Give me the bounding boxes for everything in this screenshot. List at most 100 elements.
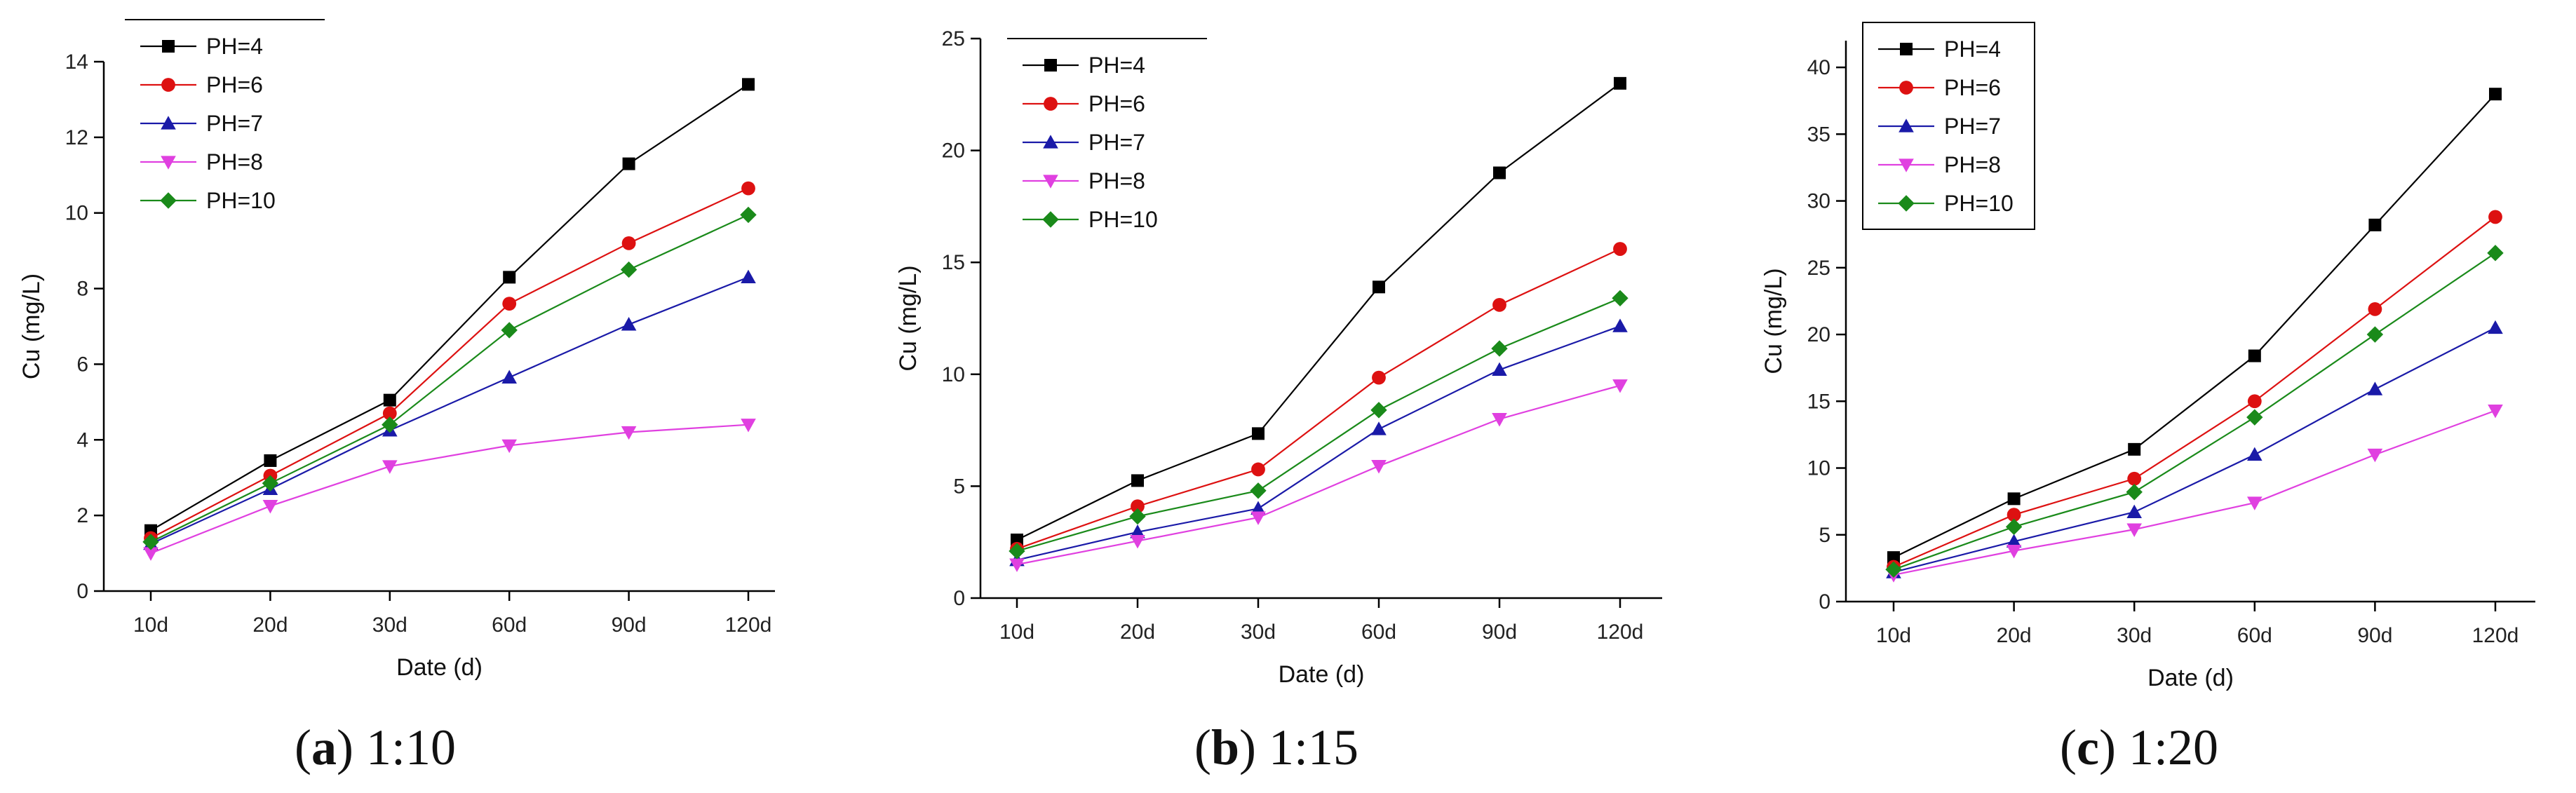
x-tick-label: 90d	[612, 614, 647, 637]
x-tick-label: 90d	[2357, 624, 2392, 647]
legend-label: PH=6	[1944, 75, 2001, 100]
data-point	[501, 322, 518, 339]
legend-marker	[1043, 135, 1058, 149]
legend-item: PH=8	[1023, 168, 1145, 194]
series-ph-4	[1887, 88, 2502, 564]
data-point	[2367, 381, 2383, 395]
data-point	[2247, 496, 2263, 510]
legend-label: PH=4	[1088, 53, 1145, 78]
data-point	[742, 78, 755, 91]
legend-label: PH=6	[1088, 91, 1145, 116]
data-point	[741, 419, 756, 433]
y-tick-label: 20	[1807, 323, 1830, 346]
series-ph-10	[1009, 290, 1628, 560]
data-point	[1885, 561, 1902, 578]
data-point	[2366, 326, 2384, 343]
y-tick-label: 6	[76, 353, 88, 376]
legend-item: PH=4	[140, 34, 263, 59]
legend-label: PH=10	[206, 188, 276, 213]
x-tick-label: 120d	[725, 614, 772, 637]
y-tick-label: 8	[76, 278, 88, 301]
legend-frame	[1862, 22, 2035, 230]
x-tick-label: 20d	[1997, 624, 2032, 647]
data-point	[2488, 404, 2503, 419]
data-point	[621, 236, 636, 250]
data-point	[2248, 349, 2261, 362]
data-point	[2126, 523, 2142, 537]
legend-label: PH=8	[1088, 168, 1145, 194]
data-point	[2007, 492, 2021, 506]
chart-panel-b: 0 5 10 15 20 25 10d 20d 30d 60d 90d 120d Date (d) Cu …	[895, 27, 1662, 688]
caption-b-label: b	[1211, 719, 1239, 775]
y-tick-label: 20	[942, 140, 965, 163]
data-point	[502, 297, 517, 311]
y-tick-label: 30	[1807, 190, 1830, 213]
data-point	[621, 317, 637, 331]
y-tick-label: 10	[65, 202, 88, 225]
legend-marker	[1899, 81, 1913, 95]
legend-marker	[1044, 97, 1058, 111]
data-point	[2006, 544, 2022, 559]
legend-label: PH=4	[1944, 36, 2001, 62]
series-line	[1016, 297, 1621, 553]
series-ph-8	[1886, 404, 2503, 583]
data-point	[501, 439, 517, 454]
legend-marker	[1899, 158, 1914, 172]
data-point	[143, 547, 159, 561]
x-tick-label: 10d	[133, 614, 168, 637]
legend-label: PH=10	[1088, 207, 1158, 232]
y-tick-label: 0	[953, 587, 965, 610]
data-point	[264, 454, 277, 467]
legend-marker	[1900, 43, 1913, 55]
data-point	[142, 534, 159, 550]
data-point	[1250, 482, 1267, 499]
data-point	[2126, 484, 2143, 501]
legend-marker	[1042, 211, 1059, 228]
x-axis-title: Date (d)	[1279, 661, 1365, 688]
y-tick-label: 10	[942, 363, 965, 386]
legend-label: PH=4	[206, 34, 263, 59]
legend-item: PH=7	[1023, 130, 1145, 155]
caption-c: (c) 1:20	[2060, 719, 2218, 775]
data-point	[1887, 551, 1900, 564]
series-ph-10	[1885, 245, 2504, 578]
data-point	[621, 426, 637, 440]
data-point	[2128, 442, 2141, 456]
data-point	[262, 475, 279, 492]
legend-label: PH=8	[206, 149, 263, 175]
data-point	[2006, 534, 2022, 548]
y-tick-label: 25	[942, 27, 965, 50]
data-point	[503, 271, 516, 284]
legend-marker	[161, 116, 176, 130]
data-point	[1612, 379, 1628, 393]
legend-item: PH=7	[1878, 114, 2001, 139]
data-point	[620, 261, 638, 278]
legend-item: PH=10	[1878, 191, 2014, 216]
caption-b: (b) 1:15	[1194, 719, 1358, 775]
data-point	[622, 157, 635, 170]
data-point	[1130, 524, 1145, 538]
caption-c-label: c	[2077, 719, 2099, 775]
data-point	[1493, 166, 1506, 179]
y-axis-title: Cu (mg/L)	[895, 265, 922, 371]
caption-a-label: a	[311, 719, 337, 775]
data-point	[2007, 508, 2021, 522]
legend-label: PH=7	[1088, 130, 1145, 155]
series-line	[1893, 216, 2496, 568]
series-line	[1893, 327, 2496, 574]
data-point	[1372, 370, 1386, 385]
data-point	[1251, 462, 1265, 477]
x-tick-label: 30d	[2117, 624, 2152, 647]
x-tick-label: 60d	[1361, 621, 1396, 644]
data-point	[382, 406, 397, 421]
legend-item: PH=4	[1023, 53, 1145, 78]
legend-item: PH=10	[1023, 207, 1158, 232]
y-tick-label: 2	[76, 504, 88, 527]
series-ph-6	[144, 181, 755, 545]
series-ph-4	[144, 78, 755, 537]
series-line	[1893, 252, 2496, 571]
legend-item: PH=10	[140, 188, 276, 213]
data-point	[1131, 499, 1145, 514]
series-ph-7	[1009, 318, 1628, 567]
data-point	[1612, 290, 1628, 306]
